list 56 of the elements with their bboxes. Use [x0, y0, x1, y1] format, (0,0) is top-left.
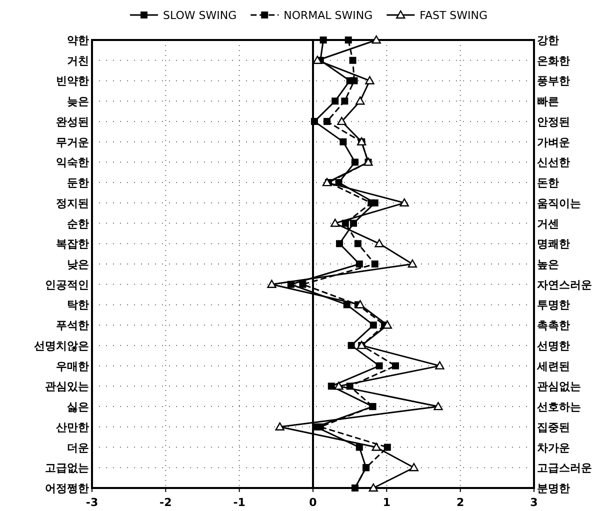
y2-tick-label: 세련된 — [536, 360, 570, 373]
y2-tick-label: 움직이는 — [537, 196, 581, 210]
y-tick-label: 익숙한 — [56, 156, 89, 170]
y2-tick-label: 빠른 — [537, 95, 559, 108]
legend-label: SLOW SWING — [163, 9, 237, 22]
y2-tick-label: 고급스러운 — [537, 462, 592, 475]
y2-tick-label: 돈한 — [537, 176, 559, 190]
y-tick-label: 무거운 — [56, 136, 89, 149]
y2-tick-label: 투명한 — [537, 298, 570, 312]
y-tick-label: 약한 — [67, 34, 89, 47]
y2-tick-label: 온화한 — [537, 54, 570, 68]
y-tick-label: 인공적인 — [45, 278, 89, 292]
y2-tick-label: 관심없는 — [537, 380, 581, 394]
y-tick-label: 복잡한 — [56, 238, 89, 251]
y-tick-label: 빈약한 — [56, 74, 89, 88]
y-tick-label: 거친 — [67, 54, 89, 68]
y-tick-label: 순한 — [67, 217, 89, 230]
y-tick-label: 우매한 — [56, 360, 89, 373]
y2-tick-label: 선호하는 — [537, 400, 581, 414]
y-tick-label: 어정쩡한 — [45, 482, 89, 495]
y-tick-label: 낮은 — [67, 258, 89, 271]
y-tick-label: 푸석한 — [56, 319, 89, 332]
x-tick-label: 1 — [382, 496, 390, 509]
y-tick-label: 정지된 — [56, 196, 89, 210]
x-tick-label: 3 — [530, 496, 538, 509]
x-tick-label: -3 — [86, 496, 98, 509]
x-tick-label: -2 — [160, 496, 172, 509]
y-tick-label: 싫은 — [67, 400, 89, 414]
y2-tick-label: 거센 — [537, 217, 559, 230]
y2-tick-label: 촉촉한 — [537, 319, 570, 332]
y-tick-label: 관심있는 — [45, 380, 89, 394]
y2-tick-label: 차가운 — [537, 441, 570, 454]
y-tick-label: 더운 — [67, 441, 89, 454]
y-tick-label: 고급없는 — [45, 462, 89, 475]
y2-tick-label: 선명한 — [537, 339, 570, 352]
x-tick-label: -1 — [233, 496, 246, 509]
y2-tick-label: 풍부한 — [537, 74, 570, 88]
y-tick-label: 산만한 — [56, 420, 89, 434]
y2-tick-label: 자연스러운 — [537, 278, 592, 292]
y-tick-label: 둔한 — [67, 176, 89, 190]
y-tick-label: 선명치않은 — [34, 339, 89, 352]
x-tick-label: 0 — [309, 496, 318, 509]
y2-tick-label: 가벼운 — [537, 136, 570, 149]
y2-tick-label: 명쾌한 — [537, 238, 570, 251]
y-tick-label: 늦은 — [67, 95, 89, 108]
y2-tick-label: 높은 — [537, 258, 559, 271]
y2-tick-label: 집중된 — [537, 420, 570, 434]
legend-label: FAST SWING — [420, 9, 488, 22]
y2-tick-label: 신선한 — [537, 156, 570, 170]
x-tick-label: 2 — [456, 496, 464, 509]
y-tick-label: 탁한 — [67, 298, 89, 312]
y2-tick-label: 안정된 — [537, 115, 570, 128]
legend-label: NORMAL SWING — [284, 9, 373, 22]
y-tick-label: 완성된 — [56, 115, 89, 128]
y2-tick-label: 강한 — [537, 34, 559, 47]
y2-tick-label: 분명한 — [537, 482, 570, 495]
